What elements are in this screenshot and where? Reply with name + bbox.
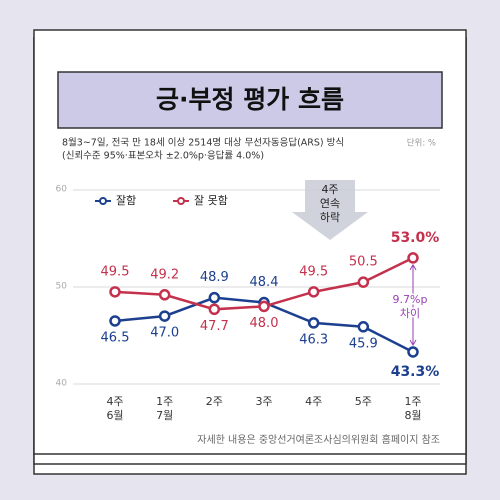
source: 자세한 내용은 중앙선거여론조사심의위원회 홈페이지 참조 — [197, 433, 440, 446]
y-tick-label: 60 — [56, 185, 68, 195]
x-tick-label: 6월 — [106, 409, 123, 422]
annotation: 하락 — [320, 210, 340, 224]
legend-marker — [177, 197, 185, 205]
x-tick-label: 2주 — [206, 395, 223, 408]
point — [357, 276, 370, 288]
subtitle: 8월3~7일, 전국 만 18세 이상 2514명 대상 무선자동응답(ARS)… — [62, 137, 344, 149]
value-label: 46.3 — [299, 332, 328, 347]
value-label: 49.2 — [150, 267, 179, 282]
point — [407, 346, 419, 358]
value-label: 48.4 — [250, 275, 279, 290]
point — [407, 252, 419, 264]
point — [307, 286, 320, 298]
point — [158, 289, 171, 301]
title-box — [57, 71, 443, 129]
x-tick-label: 4주 — [305, 395, 322, 408]
arrow — [292, 180, 368, 240]
point — [208, 291, 221, 304]
value-label: 49.5 — [299, 264, 328, 279]
x-tick-label: 1주 — [156, 395, 173, 408]
value-label: 43.3% — [391, 364, 440, 380]
annotation: 차이 — [400, 307, 420, 320]
point — [208, 303, 221, 316]
value-label: 47.7 — [200, 319, 229, 334]
value-label: 47.0 — [150, 326, 179, 341]
point — [258, 300, 270, 313]
arrow-head — [409, 339, 417, 346]
x-tick-label: 5주 — [355, 395, 372, 408]
legend-marker — [99, 197, 107, 205]
subtitle: (신뢰수준 95%·표본오차 ±2.0%p·응답률 4.0%) — [62, 150, 264, 162]
annotation: 연속 — [320, 197, 340, 210]
y-tick-label: 40 — [56, 379, 68, 389]
point — [109, 286, 121, 298]
value-label: 45.9 — [349, 336, 378, 351]
value-label: 53.0% — [391, 230, 440, 246]
point — [109, 315, 121, 327]
point — [357, 321, 370, 333]
x-tick-label: 7월 — [156, 409, 173, 422]
x-tick-label: 4주 — [106, 395, 123, 408]
x-tick-label: 1주 — [404, 395, 421, 408]
legend-label: 잘 못함 — [194, 194, 228, 207]
point — [307, 317, 320, 329]
value-label: 46.5 — [101, 330, 130, 345]
x-tick-label: 8월 — [404, 409, 421, 422]
annotation: 9.7%p — [393, 293, 428, 306]
x-tick-label: 3주 — [255, 395, 272, 408]
unit: 단위: % — [407, 138, 436, 149]
arrow-head — [409, 263, 417, 271]
y-tick-label: 50 — [56, 282, 68, 292]
point — [158, 310, 171, 322]
chart-title: 긍·부정 평가 흐름 — [156, 85, 344, 114]
value-label: 48.0 — [250, 316, 279, 331]
legend-label: 잘함 — [116, 194, 136, 207]
value-label: 48.9 — [200, 270, 229, 285]
value-label: 50.5 — [349, 255, 378, 270]
value-label: 49.5 — [101, 264, 130, 279]
annotation: 4주 — [321, 183, 338, 196]
